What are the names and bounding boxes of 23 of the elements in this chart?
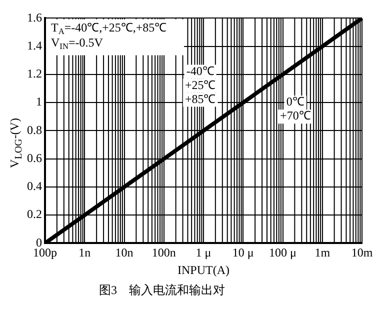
annotation: +25℃ <box>184 78 216 92</box>
y-tick-label: 0.8 <box>27 122 42 137</box>
y-tick-label: 0.4 <box>27 179 42 194</box>
y-tick-label: 1.2 <box>27 66 42 81</box>
y-tick-label: 1.4 <box>27 38 42 52</box>
x-tick-label: 1m <box>314 246 331 260</box>
x-tick-label: 1n <box>78 246 91 260</box>
annotation: +70℃ <box>280 108 311 123</box>
y-tick-label: 0.2 <box>27 207 42 222</box>
annotation: -40℃ <box>186 64 214 78</box>
x-tick-label: 100n <box>152 246 176 260</box>
x-tick-label: 100 μ <box>269 246 296 260</box>
y-tick-label: 0.6 <box>27 150 42 165</box>
y-tick-label: 1 <box>36 94 42 109</box>
annotation: 0℃ <box>286 94 304 109</box>
x-tick-label: 10m <box>351 246 374 260</box>
x-tick-label: 1 μ <box>196 246 212 260</box>
x-tick-label: 10 μ <box>232 246 254 260</box>
x-tick-label: 10n <box>115 246 134 260</box>
x-axis-title: INPUT(A) <box>178 262 230 277</box>
caption: 图3 输入电流和输出对 <box>98 282 226 299</box>
annotation: +85℃ <box>184 92 216 106</box>
y-tick-label: 1.6 <box>27 10 42 24</box>
